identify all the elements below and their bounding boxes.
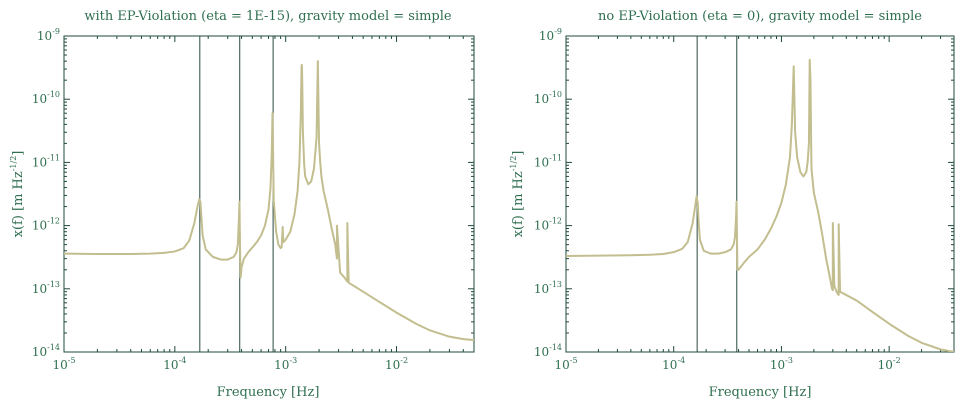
x-tick-label: 10-3 [274,356,297,372]
series-line [64,60,474,341]
series-line [566,58,954,352]
x-tick-label: 10-2 [878,356,901,372]
y-tick-label: 10-13 [534,280,562,296]
x-tick-label: 10-3 [770,356,793,372]
x-tick-label: 10-5 [52,356,75,372]
y-tick-label: 10-11 [534,153,562,169]
y-tick-label: 10-10 [534,90,562,106]
y-tick-label: 10-11 [32,153,60,169]
chart-title: with EP-Violation (eta = 1E-15), gravity… [84,9,452,24]
y-axis-label: x(f) [m Hz-1/2] [9,151,26,238]
y-tick-label: 10-14 [32,343,60,359]
chart-right: no EP-Violation (eta = 0), gravity model… [509,9,955,400]
x-axis-label: Frequency [Hz] [709,385,812,400]
y-tick-label: 10-9 [37,27,60,43]
chart-title: no EP-Violation (eta = 0), gravity model… [598,9,922,24]
x-tick-label: 10-2 [385,356,408,372]
y-tick-label: 10-10 [32,90,60,106]
chart-left: with EP-Violation (eta = 1E-15), gravity… [9,9,475,400]
y-tick-label: 10-13 [32,280,60,296]
x-axis-label: Frequency [Hz] [217,385,320,400]
y-tick-label: 10-12 [32,217,60,233]
x-tick-label: 10-4 [662,356,685,372]
y-tick-label: 10-14 [534,343,562,359]
y-tick-label: 10-9 [539,27,562,43]
y-tick-label: 10-12 [534,217,562,233]
plot-frame [565,35,955,353]
y-axis-label: x(f) [m Hz-1/2] [509,151,526,238]
x-tick-label: 10-5 [554,356,577,372]
x-tick-label: 10-4 [163,356,186,372]
